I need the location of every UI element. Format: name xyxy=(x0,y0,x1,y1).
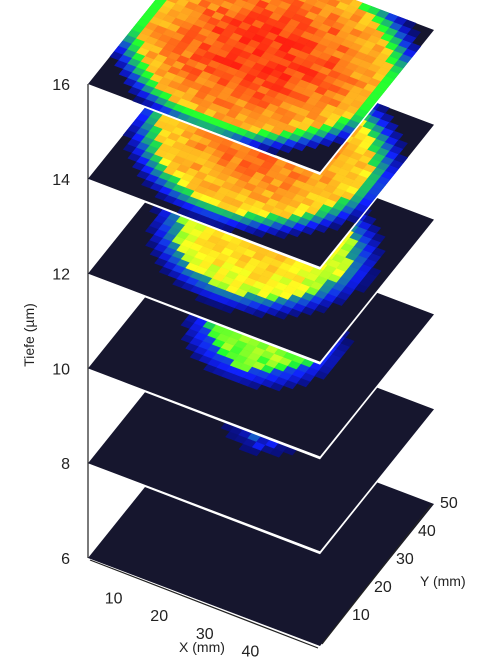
x-tick-label: 30 xyxy=(196,626,214,643)
heat-cell xyxy=(340,337,355,347)
heat-cell xyxy=(367,267,382,277)
heat-cell xyxy=(335,0,343,2)
y-tick-label: 10 xyxy=(352,607,370,624)
heat-cell xyxy=(362,215,377,225)
z-tick-labels: 6 8 10 12 14 16 xyxy=(52,77,70,568)
slice-heat-cells xyxy=(109,0,422,156)
heat-cell xyxy=(166,0,180,4)
heat-cell xyxy=(384,121,399,132)
z-tick-label: 16 xyxy=(52,77,70,94)
x-tick-label: 10 xyxy=(105,591,123,608)
heat-cell xyxy=(380,113,395,123)
slice-layers xyxy=(88,0,435,649)
heat-cell xyxy=(297,0,308,3)
heat-cell xyxy=(375,104,390,114)
heat-cell xyxy=(371,233,386,243)
heat-cell xyxy=(406,28,422,38)
heat-cell xyxy=(241,0,249,3)
x-axis-line xyxy=(89,559,319,649)
y-tick-label: 20 xyxy=(374,579,392,596)
heat-cell xyxy=(371,247,386,257)
y-tick-label: 30 xyxy=(396,551,414,568)
heat-cell xyxy=(367,224,382,234)
heat-cell xyxy=(389,130,404,141)
y-tick-label: 40 xyxy=(418,523,436,540)
x-axis-label: X (mm) xyxy=(179,639,225,655)
heat-cell xyxy=(317,0,331,4)
heat-cell xyxy=(402,19,417,29)
z-tick-label: 14 xyxy=(52,172,70,189)
x-tick-label: 40 xyxy=(242,643,260,660)
heat-cell xyxy=(393,139,408,150)
heat-cell xyxy=(188,0,203,5)
heat-cell xyxy=(203,0,214,3)
z-tick-label: 8 xyxy=(61,456,70,473)
slice-depth-16 xyxy=(88,0,435,175)
z-tick-label: 12 xyxy=(52,267,70,284)
heat-cell xyxy=(393,153,409,164)
heat-cell xyxy=(185,0,191,2)
heat-cell xyxy=(407,42,422,53)
heat-cell xyxy=(224,0,238,5)
z-axis-label: Tiefe (µm) xyxy=(21,303,37,367)
y-axis-line xyxy=(321,503,433,645)
z-tick-label: 10 xyxy=(52,361,70,378)
y-axis-label: Y (mm) xyxy=(420,573,466,589)
x-tick-label: 20 xyxy=(150,608,168,625)
z-tick-label: 6 xyxy=(61,551,70,568)
heat-cell xyxy=(260,0,273,4)
y-tick-label: 50 xyxy=(440,495,458,512)
heat-cell xyxy=(282,0,296,5)
